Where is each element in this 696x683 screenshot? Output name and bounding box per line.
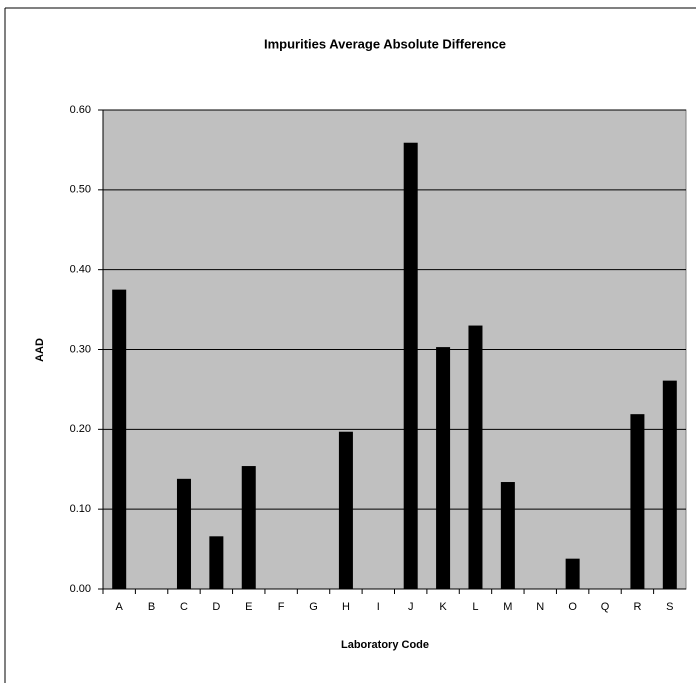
x-tick-label: N bbox=[536, 601, 544, 613]
y-axis-title: AAD bbox=[34, 338, 46, 362]
x-tick-label: K bbox=[439, 601, 447, 613]
x-tick-label: I bbox=[377, 601, 380, 613]
x-tick-label: A bbox=[116, 601, 124, 613]
x-tick-label: S bbox=[666, 601, 673, 613]
x-axis-title: Laboratory Code bbox=[341, 639, 429, 651]
x-tick-label: H bbox=[342, 601, 350, 613]
bar bbox=[436, 347, 451, 589]
y-tick-label: 0.20 bbox=[70, 423, 91, 435]
bar bbox=[338, 431, 353, 589]
x-tick-label: R bbox=[633, 601, 641, 613]
x-tick-label: J bbox=[408, 601, 414, 613]
x-tick-label: C bbox=[180, 601, 188, 613]
bar bbox=[630, 414, 645, 589]
bar bbox=[468, 325, 483, 589]
bar bbox=[500, 482, 515, 589]
bar bbox=[176, 478, 191, 589]
bar bbox=[112, 289, 127, 589]
bar bbox=[662, 380, 677, 589]
bar bbox=[403, 142, 418, 589]
x-tick-label: F bbox=[278, 601, 285, 613]
x-tick-label: M bbox=[503, 601, 512, 613]
x-tick-label: B bbox=[148, 601, 155, 613]
y-tick-label: 0.10 bbox=[70, 503, 91, 515]
x-tick-label: Q bbox=[601, 601, 610, 613]
y-tick-label: 0.00 bbox=[70, 583, 91, 595]
x-tick-label: L bbox=[472, 601, 478, 613]
x-tick-label: D bbox=[212, 601, 220, 613]
bar bbox=[241, 466, 256, 589]
bar bbox=[565, 558, 580, 589]
chart-title: Impurities Average Absolute Difference bbox=[264, 36, 506, 51]
bar bbox=[209, 536, 224, 589]
y-tick-label: 0.60 bbox=[70, 104, 91, 116]
y-tick-label: 0.50 bbox=[70, 184, 91, 196]
y-tick-label: 0.30 bbox=[70, 343, 91, 355]
x-tick-label: E bbox=[245, 601, 252, 613]
y-tick-label: 0.40 bbox=[70, 264, 91, 276]
x-tick-label: O bbox=[568, 601, 577, 613]
x-tick-label: G bbox=[309, 601, 318, 613]
